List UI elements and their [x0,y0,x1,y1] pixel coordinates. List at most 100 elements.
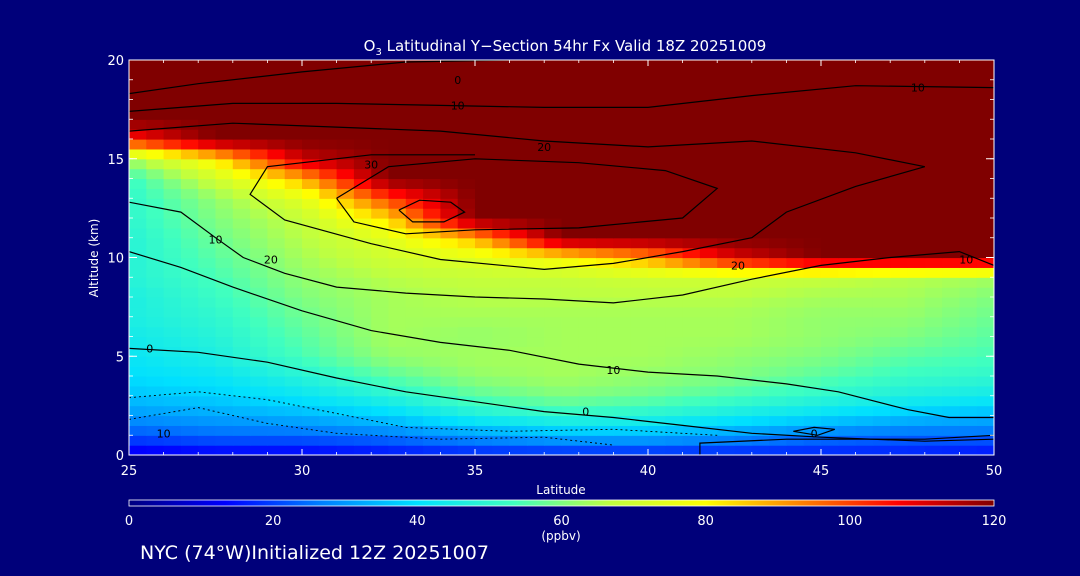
heatmap-cell [734,139,753,150]
heatmap-cell [371,435,390,446]
heatmap-cell [180,89,199,101]
heatmap-cell [405,69,424,81]
heatmap-cell [786,198,805,209]
heatmap-cell [284,218,303,229]
heatmap-cell [232,306,251,318]
heatmap-cell [648,257,666,268]
heatmap-cell [544,69,563,81]
heatmap-cell [613,158,632,170]
heatmap-cell [751,257,770,268]
contour-line-negative [129,407,614,446]
heatmap-cell [457,227,476,239]
heatmap-cell [596,267,614,278]
heatmap-cell [855,435,874,446]
heatmap-cell [734,346,753,357]
heatmap-cell [544,227,563,239]
heatmap-cell [717,366,736,377]
heatmap-cell [509,188,528,199]
heatmap-cell [284,415,303,426]
heatmap-cell [284,208,303,219]
heatmap-cell [682,326,701,338]
heatmap-cell [665,158,684,170]
heatmap-cell [648,119,666,130]
heatmap-cell [267,316,286,328]
heatmap-cell [284,297,303,308]
heatmap-cell [769,148,787,160]
heatmap-cell [630,158,649,170]
heatmap-cell [855,405,874,417]
heatmap-cell [751,306,770,318]
heatmap-cell [129,425,147,436]
heatmap-cell [648,89,666,101]
heatmap-cell [613,188,632,199]
heatmap-cell [180,336,199,347]
heatmap-cell [872,277,891,288]
heatmap-cell [959,178,978,189]
contour-label: 0 [146,342,153,355]
heatmap-cell [699,188,718,199]
heatmap-cell [942,346,960,357]
heatmap-cell [648,277,666,288]
heatmap-cell [699,336,718,347]
heatmap-cell [353,356,372,367]
heatmap-cell [180,297,199,308]
heatmap-cell [769,287,787,298]
heatmap-cell [855,336,874,347]
heatmap-cell [890,227,909,239]
heatmap-cell [526,139,545,150]
heatmap-cell [146,69,165,81]
heatmap-cell [578,227,597,239]
heatmap-cell [786,109,805,120]
heatmap-cell [613,267,632,278]
heatmap-cell [734,257,753,268]
heatmap-cell [198,445,217,455]
heatmap-cell [371,89,390,101]
y-axis-label: Altitude (km) [87,219,101,298]
heatmap-cell [734,267,753,278]
heatmap-cell [492,198,511,209]
heatmap-cell [578,336,597,347]
heatmap-cell [699,218,718,229]
heatmap-cell [734,69,753,81]
heatmap-cell [319,297,338,308]
heatmap-cell [561,237,580,249]
heatmap-cell [405,119,424,130]
heatmap-cell [648,99,666,110]
heatmap-cell [734,158,753,170]
heatmap-cell [838,188,857,199]
heatmap-cell [578,425,597,436]
heatmap-cell [302,89,320,101]
heatmap-cell [423,188,441,199]
heatmap-cell [786,405,805,417]
heatmap-cell [613,119,632,130]
heatmap-cell [250,227,268,239]
heatmap-cell [699,178,718,189]
heatmap-cell [717,178,736,189]
heatmap-cell [872,129,891,140]
heatmap-cell [388,237,407,249]
heatmap-cell [475,158,493,170]
heatmap-cell [630,178,649,189]
heatmap-cell [180,395,199,407]
heatmap-cell [907,227,926,239]
heatmap-cell [423,445,441,455]
heatmap-cell [855,425,874,436]
heatmap-cell [423,405,441,417]
heatmap-cell [872,366,891,377]
heatmap-cell [821,139,839,150]
heatmap-cell [267,109,286,120]
heatmap-cell [509,277,528,288]
heatmap-cell [613,376,632,387]
heatmap-cell [890,208,909,219]
heatmap-cell [942,415,960,426]
heatmap-cell [423,336,441,347]
heatmap-cell [336,89,355,101]
heatmap-cell [648,148,666,160]
heatmap-cell [250,445,268,455]
heatmap-cell [146,385,165,397]
heatmap-cell [769,385,787,397]
heatmap-cell [388,356,407,367]
heatmap-cell [803,208,822,219]
heatmap-cell [423,178,441,189]
heatmap-cell [475,356,493,367]
